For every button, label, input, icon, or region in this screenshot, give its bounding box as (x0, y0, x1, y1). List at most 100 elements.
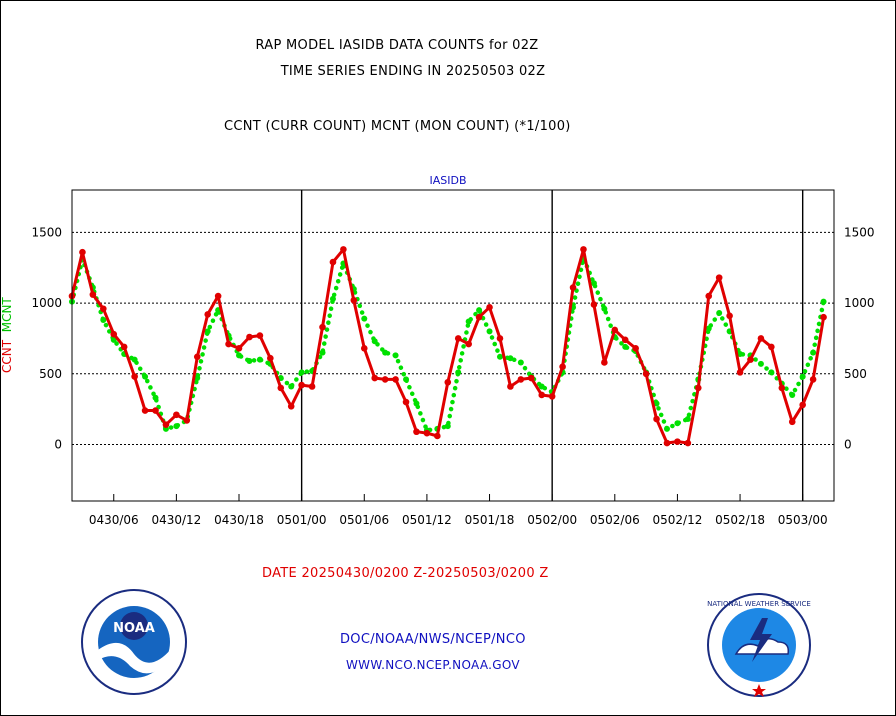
x-tick-label: 0501/12 (402, 513, 452, 527)
data-point-ccnt (601, 359, 608, 366)
x-tick-label: 0501/06 (339, 513, 389, 527)
data-point-mcnt (173, 423, 180, 430)
noaa-logo: NOAA (81, 589, 187, 695)
data-point-ccnt (329, 258, 337, 266)
data-point-ccnt (120, 343, 128, 351)
data-point-mcnt (110, 336, 117, 343)
data-point-ccnt (340, 246, 347, 253)
data-point-ccnt (475, 313, 483, 321)
data-point-mcnt (496, 353, 503, 360)
data-point-ccnt (287, 402, 295, 410)
tick-layer: 0 0 500 500 1000 1000 1500 1500 0430/06 0430/12 04… (31, 225, 874, 527)
chart-title-line-1: RAP MODEL IASIDB DATA COUNTS for 02Z (255, 38, 539, 53)
data-point-mcnt (152, 394, 159, 401)
data-point-mcnt (256, 356, 263, 363)
data-point-mcnt (319, 349, 326, 356)
series-line-ccnt (70, 247, 826, 445)
plot-border (71, 189, 835, 502)
nws-logo: NATIONAL WEATHER SERVICE (707, 593, 811, 697)
data-point-ccnt (193, 353, 201, 361)
series-layer (68, 246, 827, 447)
data-point-ccnt (663, 439, 671, 447)
data-point-mcnt (455, 369, 462, 376)
data-point-ccnt (173, 411, 180, 419)
data-point-ccnt (371, 374, 379, 382)
data-point-mcnt (674, 420, 681, 427)
data-point-ccnt (235, 345, 243, 352)
data-point-ccnt (256, 332, 264, 339)
data-point-mcnt (204, 328, 211, 335)
data-point-ccnt (486, 304, 493, 311)
data-point-ccnt (100, 305, 107, 313)
data-point-ccnt (308, 383, 316, 390)
data-point-mcnt (820, 298, 827, 305)
data-point-mcnt (194, 375, 201, 382)
data-point-ccnt (674, 438, 681, 445)
data-point-ccnt (548, 393, 556, 400)
data-point-mcnt (737, 350, 744, 357)
data-point-ccnt (726, 312, 733, 320)
x-tick-label: 0502/12 (652, 513, 702, 527)
data-point-ccnt (246, 333, 253, 341)
data-point-mcnt (413, 400, 420, 407)
y-tick-label-left: 1000 (31, 296, 62, 310)
y-tick-label-left: 500 (39, 367, 62, 381)
data-point-mcnt (465, 318, 472, 325)
data-point-ccnt (214, 292, 222, 300)
data-point-ccnt (162, 421, 170, 428)
data-point-ccnt (757, 335, 765, 342)
footer-link-website[interactable]: WWW.NCO.NCEP.NOAA.GOV (346, 658, 520, 672)
footer-link-doc[interactable]: DOC/NOAA/NWS/NCEP/NCO (340, 632, 526, 647)
data-point-ccnt (350, 296, 358, 304)
x-tick-label: 0430/12 (151, 513, 201, 527)
x-tick-label: 0430/18 (214, 513, 264, 527)
data-point-ccnt (642, 370, 650, 378)
data-point-ccnt (747, 356, 754, 363)
data-point-ccnt (621, 336, 629, 344)
x-tick-label: 0503/00 (778, 513, 828, 527)
x-tick-label: 0430/06 (89, 513, 139, 527)
data-point-ccnt (131, 373, 138, 380)
data-point-mcnt (444, 423, 451, 430)
data-point-ccnt (402, 398, 410, 406)
data-point-mcnt (663, 425, 670, 432)
data-point-ccnt (517, 376, 525, 383)
data-point-ccnt (496, 335, 504, 342)
x-tick-label: 0501/00 (277, 513, 327, 527)
data-point-mcnt (486, 328, 493, 335)
data-point-ccnt (319, 323, 326, 331)
data-point-ccnt (381, 376, 389, 383)
data-point-ccnt (611, 326, 619, 334)
data-point-ccnt (788, 418, 796, 426)
data-point-ccnt (538, 391, 546, 399)
data-point-mcnt (246, 358, 253, 365)
x-tick-label: 0502/06 (590, 513, 640, 527)
data-point-ccnt (715, 274, 723, 281)
data-point-ccnt (183, 417, 191, 424)
data-point-mcnt (361, 315, 368, 322)
data-point-ccnt (267, 354, 274, 362)
series-line-mcnt (69, 255, 826, 433)
data-point-ccnt (392, 376, 399, 383)
x-tick-label: 0502/18 (715, 513, 765, 527)
data-point-ccnt (204, 311, 211, 318)
data-point-mcnt (100, 317, 107, 324)
data-point-mcnt (476, 307, 483, 314)
data-point-mcnt (684, 416, 691, 423)
data-point-mcnt (392, 352, 399, 359)
data-point-ccnt (768, 343, 775, 351)
data-point-mcnt (601, 305, 608, 312)
data-point-ccnt (580, 246, 587, 253)
y-tick-label-left: 0 (54, 437, 62, 451)
data-point-ccnt (298, 381, 305, 389)
y-tick-label-right: 1000 (844, 296, 875, 310)
data-point-ccnt (277, 384, 285, 392)
data-point-mcnt (517, 359, 524, 366)
data-point-ccnt (110, 330, 118, 338)
data-point-mcnt (236, 352, 243, 359)
data-point-mcnt (705, 325, 712, 332)
data-point-ccnt (413, 428, 420, 436)
data-point-mcnt (768, 369, 775, 376)
data-point-mcnt (507, 355, 514, 362)
data-point-ccnt (590, 301, 598, 308)
